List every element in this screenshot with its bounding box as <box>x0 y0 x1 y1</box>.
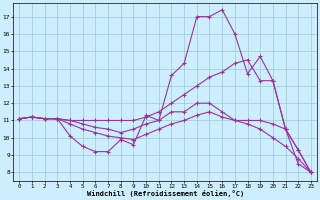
X-axis label: Windchill (Refroidissement éolien,°C): Windchill (Refroidissement éolien,°C) <box>86 190 244 197</box>
